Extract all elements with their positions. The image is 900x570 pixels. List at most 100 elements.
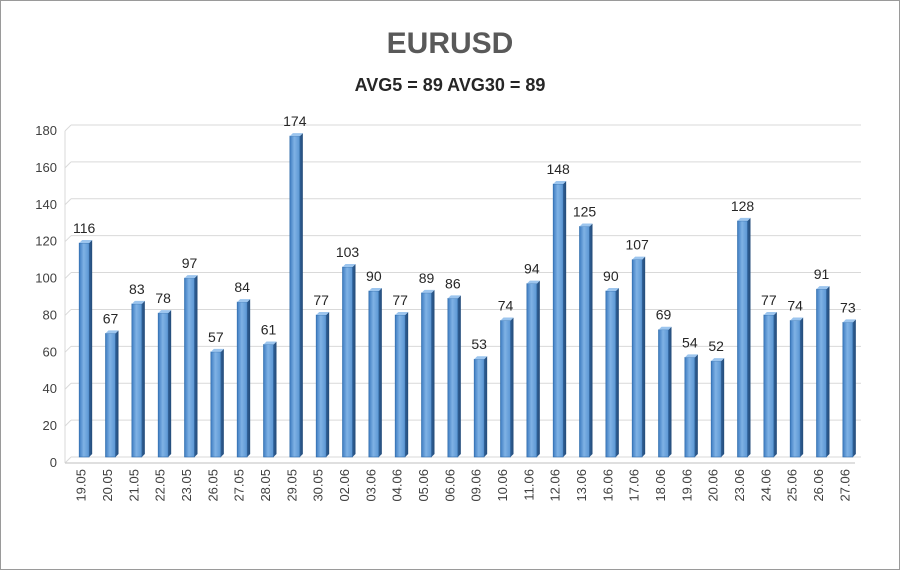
bar-side — [115, 330, 119, 457]
bar-side — [168, 310, 172, 457]
y-tick-label: 140 — [35, 197, 57, 212]
bar-top — [526, 280, 540, 284]
x-tick-label: 02.06 — [337, 469, 352, 502]
gridline-depth — [64, 198, 72, 206]
bar-side — [615, 288, 619, 457]
data-label: 53 — [471, 336, 487, 352]
data-label: 94 — [524, 261, 540, 277]
bar-front — [157, 312, 169, 458]
bar-side — [194, 275, 198, 457]
bar-side — [510, 317, 514, 457]
bar-top — [658, 326, 672, 330]
y-tick-label: 0 — [50, 455, 57, 470]
bar-front — [78, 242, 90, 458]
bar-top — [447, 295, 461, 299]
x-tick-label: 25.06 — [785, 469, 800, 502]
data-label: 128 — [731, 198, 755, 214]
bar-front — [552, 183, 564, 458]
x-tick-label: 20.06 — [706, 469, 721, 502]
chart-title: EURUSD — [386, 27, 514, 60]
data-label: 77 — [761, 292, 777, 308]
bar-05.06 — [421, 289, 435, 458]
gridline-depth — [64, 124, 72, 132]
bar-side — [747, 217, 751, 457]
data-label: 84 — [234, 279, 250, 295]
x-tick-label: 10.06 — [495, 469, 510, 502]
bar-06.06 — [447, 295, 461, 458]
y-tick-label: 60 — [43, 344, 57, 359]
bar-front — [447, 298, 459, 458]
data-label: 61 — [261, 321, 277, 337]
x-tick-label: 19.05 — [74, 469, 89, 502]
bar-top — [289, 133, 303, 137]
bar-side — [220, 348, 224, 457]
data-label: 77 — [313, 292, 329, 308]
data-label: 89 — [419, 270, 435, 286]
x-tick-label: 21.05 — [126, 469, 141, 502]
data-label: 116 — [73, 220, 96, 236]
data-label: 90 — [603, 268, 619, 284]
gridline-depth — [64, 161, 72, 169]
data-label: 73 — [840, 299, 856, 315]
x-tick-label: 28.05 — [258, 469, 273, 502]
bar-top — [184, 275, 198, 279]
bar-27.06 — [842, 319, 856, 458]
bar-22.05 — [157, 310, 172, 458]
bar-side — [642, 256, 646, 457]
x-tick-label: 05.06 — [416, 469, 431, 502]
bar-side — [273, 341, 277, 457]
bar-front — [789, 320, 801, 458]
x-tick-label: 16.06 — [600, 469, 615, 502]
bar-side — [589, 223, 593, 457]
bar-23.06 — [737, 217, 751, 458]
bar-30.05 — [315, 311, 330, 458]
gridline-depth — [64, 309, 72, 316]
y-tick-label: 120 — [35, 234, 57, 249]
bar-side — [484, 356, 488, 457]
bar-side — [852, 319, 856, 457]
bar-top — [79, 240, 93, 244]
data-label: 78 — [155, 290, 171, 306]
bar-top — [711, 358, 725, 362]
gridline-depth — [64, 235, 72, 243]
bar-top — [553, 181, 567, 185]
bar-front — [342, 266, 353, 458]
bar-front — [421, 292, 432, 458]
bar-13.06 — [579, 223, 593, 458]
bar-front — [658, 329, 669, 458]
bar-top — [421, 289, 435, 293]
bar-front — [473, 358, 485, 458]
bar-top — [579, 223, 593, 227]
data-label: 148 — [546, 161, 570, 177]
bar-top — [237, 299, 251, 303]
y-tick-label: 180 — [35, 123, 57, 138]
bar-front — [526, 283, 538, 458]
bar-front — [500, 320, 511, 458]
bar-side — [247, 299, 251, 457]
x-tick-label: 24.06 — [758, 469, 773, 502]
x-tick-label: 27.05 — [232, 469, 247, 502]
gridline-depth — [64, 382, 72, 390]
bar-top — [816, 286, 830, 290]
bar-side — [431, 289, 435, 457]
x-tick-label: 18.06 — [653, 469, 668, 502]
bar-top — [210, 348, 224, 352]
x-tick-label: 11.06 — [521, 469, 536, 501]
bar-front — [737, 220, 748, 458]
x-tick-label: 22.05 — [153, 469, 168, 502]
bar-front — [263, 344, 274, 458]
y-tick-label: 160 — [35, 160, 57, 175]
bar-19.05 — [78, 240, 93, 458]
data-label: 67 — [103, 310, 119, 326]
data-label: 74 — [787, 298, 803, 314]
bar-top — [605, 288, 619, 291]
bar-top — [342, 264, 356, 268]
bar-04.06 — [394, 311, 409, 458]
bar-front — [131, 303, 143, 458]
x-tick-label: 12.06 — [548, 469, 563, 502]
bar-12.06 — [552, 181, 567, 458]
data-label: 174 — [283, 113, 307, 129]
bar-front — [210, 351, 222, 458]
x-tick-label: 19.06 — [679, 469, 694, 502]
